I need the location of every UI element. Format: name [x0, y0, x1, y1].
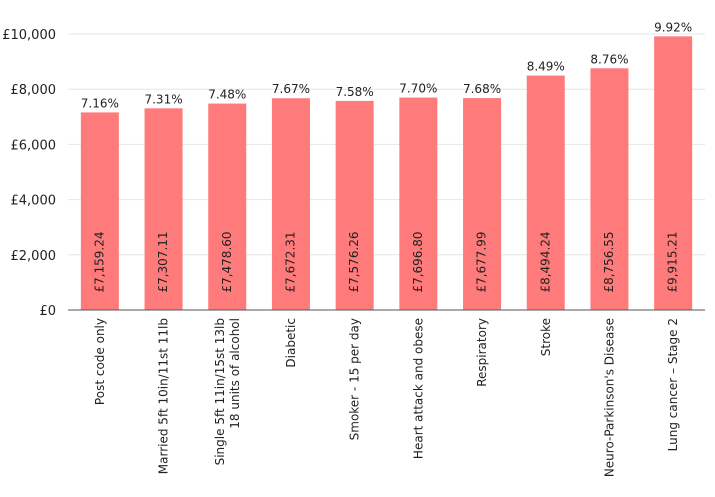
bars: 7.16% £7,159.24 7.31% £7,307.11 7.48% £7,478.… — [80, 20, 693, 311]
y-tick-label: £6,000 — [11, 138, 57, 153]
bar-percent-label: 9.92% — [654, 20, 692, 34]
bar — [590, 68, 629, 311]
bar-percent-label: 8.76% — [590, 52, 628, 66]
bar-percent-label: 8.49% — [527, 60, 565, 74]
bar — [144, 108, 183, 310]
bar-value-label: £9,915.21 — [666, 231, 680, 292]
x-tick-label: Married 5ft 10in/11st 11lb — [157, 318, 171, 474]
x-tick-label: Lung cancer – Stage 2 — [666, 318, 680, 451]
bar-percent-label: 7.31% — [144, 92, 182, 106]
bar-value-label: £7,677.99 — [475, 231, 489, 292]
bar — [208, 103, 247, 310]
bar-percent-label: 7.16% — [81, 96, 119, 110]
bar — [335, 100, 374, 310]
y-axis: £0 £2,000 £4,000 £6,000 £8,000 £10,000 — [2, 28, 56, 319]
x-tick-label: Neuro-Parkinson's Disease — [602, 318, 616, 477]
bar — [463, 98, 502, 310]
bar — [399, 97, 438, 310]
bar — [80, 112, 119, 311]
bar-percent-label: 7.58% — [336, 85, 374, 99]
x-axis-labels: Post code only Married 5ft 10in/11st 11lb… — [93, 318, 680, 477]
y-tick-label: £0 — [39, 304, 56, 319]
bar-value-label: £7,159.24 — [92, 231, 106, 292]
y-tick-label: £10,000 — [2, 28, 56, 43]
bar-percent-label: 7.48% — [208, 88, 246, 102]
x-tick-label: Smoker - 15 per day — [348, 318, 362, 440]
bar-value-label: £8,494.24 — [538, 231, 552, 292]
bar — [526, 75, 565, 310]
y-tick-label: £4,000 — [11, 194, 57, 209]
bar-value-label: £7,696.80 — [411, 231, 425, 292]
y-tick-label: £2,000 — [11, 249, 57, 264]
bar-value-label: £7,307.11 — [156, 231, 170, 292]
x-tick-label: Single 5ft 11in/15st 13lb18 units of alc… — [213, 318, 242, 465]
x-tick-label: Diabetic — [284, 318, 298, 368]
bar-percent-label: 7.70% — [399, 82, 437, 96]
bar — [654, 36, 693, 310]
bar — [271, 98, 310, 310]
bar-percent-label: 7.67% — [272, 82, 310, 96]
x-tick-label: Post code only — [93, 318, 107, 405]
bar-value-label: £7,672.31 — [283, 231, 297, 292]
x-tick-label: Heart attack and obese — [411, 318, 425, 459]
bar-value-label: £7,576.26 — [347, 231, 361, 292]
bar-value-label: £8,756.55 — [602, 231, 616, 292]
x-tick-label: Stroke — [539, 318, 553, 356]
bar-value-label: £7,478.60 — [220, 231, 234, 292]
bar-percent-label: 7.68% — [463, 82, 501, 96]
x-tick-label: Respiratory — [475, 318, 489, 387]
y-tick-label: £8,000 — [11, 83, 57, 98]
